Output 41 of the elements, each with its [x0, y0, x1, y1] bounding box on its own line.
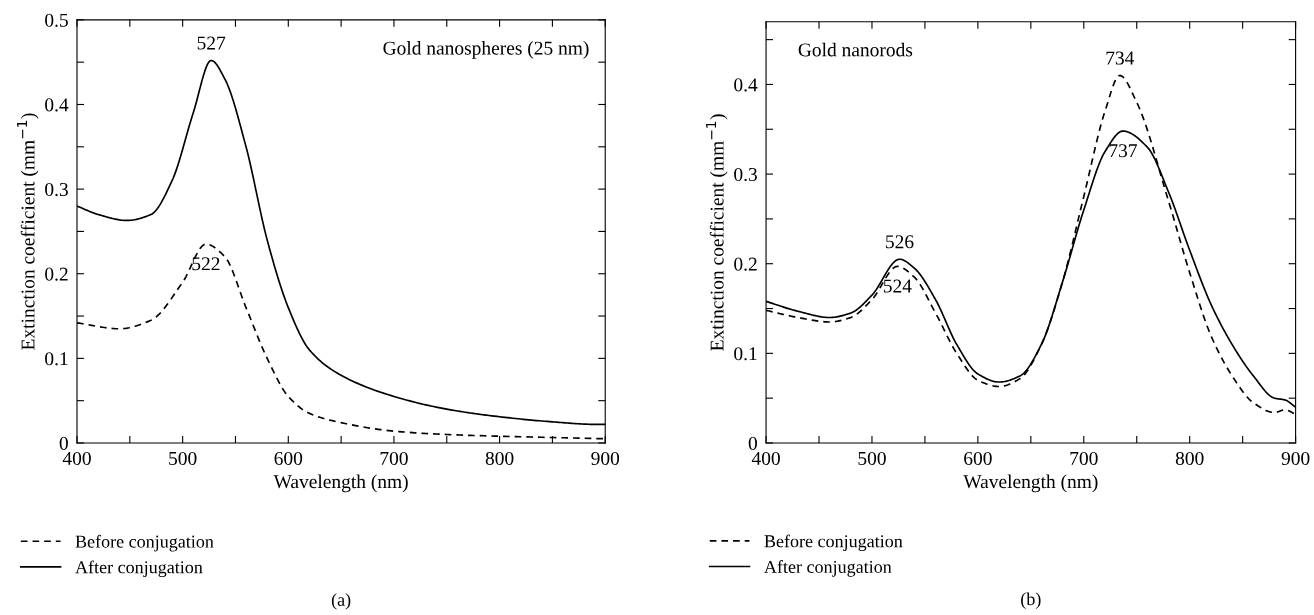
annotation: 527: [197, 36, 226, 50]
annotation: Gold nanorods: [798, 42, 913, 57]
y-tick-label: 0.2: [45, 267, 68, 281]
y-tick-label: 0.1: [734, 347, 757, 361]
x-tick-label: 500: [858, 451, 886, 465]
y-tick-label: 0.4: [45, 98, 69, 112]
annotation: Gold nanospheres (25 nm): [383, 41, 589, 59]
y-tick-label: 0.2: [734, 257, 757, 271]
text: (b): [1021, 592, 1041, 609]
y-tick-label: 0.3: [45, 182, 68, 197]
legend-label: After conjugation: [764, 560, 892, 577]
annotation: 522: [192, 257, 220, 271]
x-axis-title: Wavelength (nm): [963, 474, 1098, 493]
y-tick-label: 0.3: [734, 167, 757, 182]
x-tick-label: 700: [1070, 451, 1098, 465]
x-axis-title: Wavelength (nm): [273, 474, 408, 493]
x-tick-label: 400: [751, 451, 780, 465]
legend-label: Before conjugation: [75, 534, 214, 552]
legend-label: Before conjugation: [764, 534, 903, 552]
legend-label: After conjugation: [75, 560, 203, 578]
annotation: 734: [1106, 51, 1135, 65]
x-tick-label: 400: [62, 451, 91, 465]
x-tick-label: 700: [380, 451, 408, 465]
annotation: 526: [886, 235, 914, 249]
x-tick-label: 500: [169, 451, 197, 465]
x-tick-label: 800: [485, 451, 514, 465]
y-axis-title: Extinction coefficient (mm$^{−1}$): [706, 114, 728, 351]
x-tick-label: 900: [1281, 451, 1310, 465]
y-axis-title: Extinction coefficient (mm$^{−1}$): [17, 113, 39, 350]
text: (a): [331, 593, 351, 610]
annotation: 524: [883, 279, 912, 293]
y-tick-label: 0.4: [734, 78, 758, 92]
x-tick-label: 800: [1175, 451, 1204, 465]
x-tick-label: 900: [591, 451, 620, 465]
x-tick-label: 600: [964, 451, 992, 465]
y-tick-label: 0: [748, 436, 757, 450]
annotation: 737: [1109, 144, 1137, 158]
y-tick-label: 0: [59, 436, 68, 450]
y-tick-label: 0.1: [45, 352, 68, 366]
x-tick-label: 600: [274, 451, 303, 465]
y-tick-label: 0.5: [45, 13, 68, 27]
